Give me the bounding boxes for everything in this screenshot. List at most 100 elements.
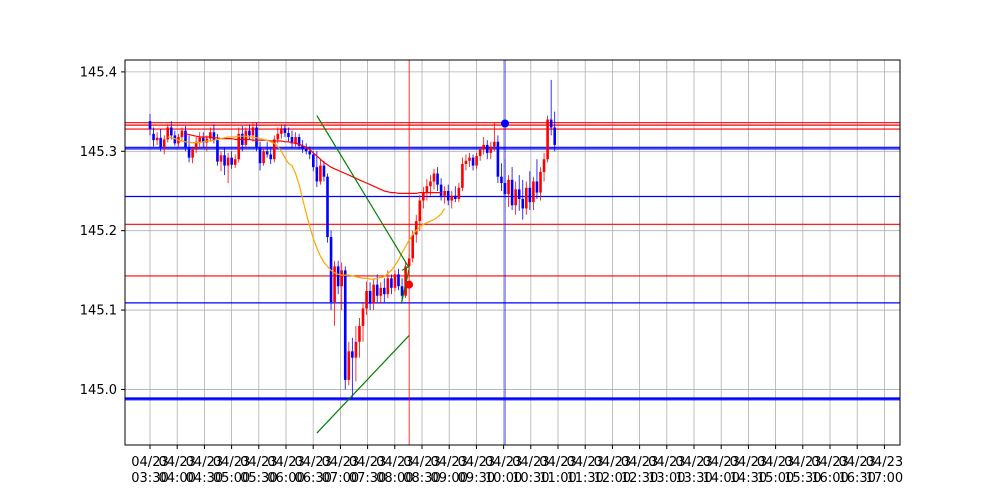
candle-body <box>155 137 159 141</box>
candle <box>336 260 340 295</box>
candle-body <box>418 200 422 222</box>
candle-body <box>294 137 297 144</box>
candle <box>425 179 429 201</box>
candle <box>436 167 439 191</box>
trendline <box>401 265 410 271</box>
candle <box>230 151 233 169</box>
candle-body <box>194 141 198 150</box>
candle <box>312 151 315 172</box>
x-tick-label: 04/23 03:30 <box>131 455 168 486</box>
candle <box>496 135 500 184</box>
candle-body <box>212 132 216 141</box>
candle-body <box>233 159 237 165</box>
candle-body <box>372 284 375 304</box>
candle-body <box>162 139 166 148</box>
x-tick-label: 04/23 07:00 <box>322 455 359 486</box>
candle-body <box>375 284 379 296</box>
candle-body <box>304 148 308 152</box>
candle-body <box>485 144 489 153</box>
candle-body <box>535 181 539 193</box>
candle-body <box>457 187 461 199</box>
candle <box>166 124 170 143</box>
candle-body <box>290 137 294 144</box>
candle <box>514 181 517 215</box>
candle-body <box>333 266 336 303</box>
candle-body <box>251 127 255 136</box>
candle <box>546 115 549 163</box>
candle-body <box>216 140 219 162</box>
candle <box>468 152 471 168</box>
candle-body <box>159 137 162 148</box>
candle <box>432 168 436 190</box>
candle-body <box>393 274 397 288</box>
candle <box>251 123 255 142</box>
candle <box>219 151 223 172</box>
candle-body <box>429 181 432 187</box>
candle <box>532 176 535 211</box>
candle-body <box>312 154 315 168</box>
candle <box>418 194 422 231</box>
point-marker <box>405 280 414 289</box>
x-tick-label: 04/23 09:30 <box>458 455 495 486</box>
candle-body <box>326 176 329 238</box>
candle-body <box>407 258 411 267</box>
candle-body <box>503 183 507 195</box>
candle <box>414 214 418 243</box>
candle-body <box>461 163 464 188</box>
candle-body <box>219 155 223 162</box>
candle-body <box>269 154 272 160</box>
x-tick-label: 04/23 14:00 <box>702 455 739 486</box>
candle-body <box>368 291 372 304</box>
candle-body <box>450 195 454 201</box>
candle <box>187 135 191 163</box>
candle-body <box>464 160 468 164</box>
candle-body <box>468 157 471 161</box>
candle <box>258 141 262 171</box>
x-tick-label: 04/23 16:00 <box>811 455 848 486</box>
candle <box>297 133 301 149</box>
candle-body <box>173 135 177 144</box>
candle-body <box>347 351 351 380</box>
candle-body <box>489 146 493 153</box>
plot-frame <box>124 59 901 446</box>
candle <box>180 127 184 142</box>
candle-body <box>170 127 173 136</box>
candle-body <box>482 144 485 150</box>
y-tick-label: 145.4 <box>80 65 117 80</box>
candle <box>265 141 269 158</box>
candle <box>269 146 272 164</box>
x-tick-label: 04/23 08:00 <box>376 455 413 486</box>
grid <box>125 60 900 445</box>
candle-body <box>507 179 510 195</box>
candle-body <box>404 266 407 296</box>
candle-body <box>397 274 400 287</box>
candle <box>457 183 461 203</box>
candle-body <box>248 130 251 136</box>
candle-body <box>322 165 326 177</box>
x-tick-label: 04/23 06:30 <box>294 455 331 486</box>
x-tick-label: 04/23 04:30 <box>186 455 223 486</box>
candle <box>450 190 454 209</box>
candle-body <box>209 132 212 139</box>
ma-long-line <box>185 133 442 194</box>
candle <box>535 159 539 199</box>
candle-body <box>365 291 368 309</box>
candle <box>280 124 283 139</box>
candle <box>148 113 152 136</box>
candle <box>301 140 304 153</box>
candle-body <box>496 141 500 177</box>
x-tick-label: 04/23 12:30 <box>621 455 658 486</box>
candle <box>485 140 489 160</box>
trendline <box>316 115 410 269</box>
candle-body <box>432 173 436 182</box>
candle <box>191 146 194 164</box>
candle <box>539 167 542 201</box>
candle <box>500 163 503 191</box>
candle <box>422 187 425 209</box>
point-marker <box>501 119 509 128</box>
candle <box>439 178 443 201</box>
candle-body <box>411 234 414 259</box>
candle <box>507 175 510 207</box>
